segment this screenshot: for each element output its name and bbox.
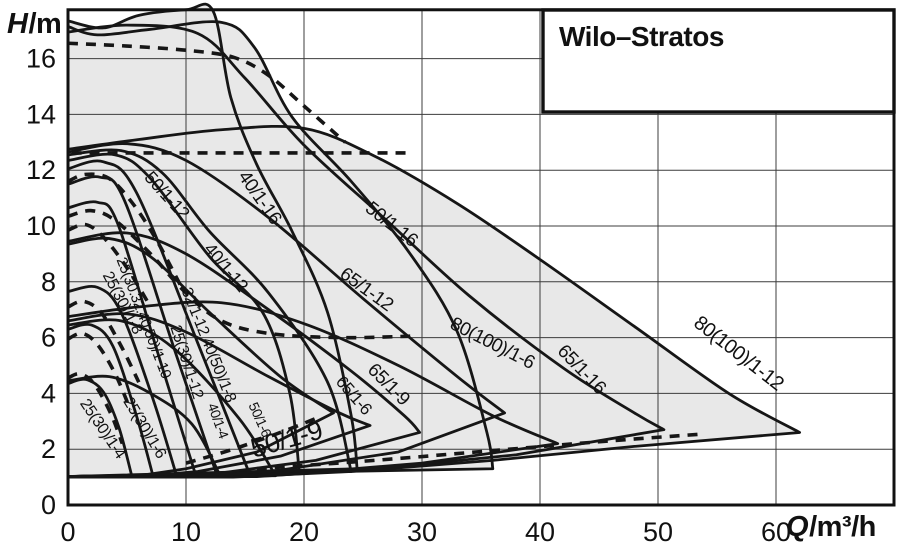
envelope-curve-50/1-16 (66, 20, 495, 478)
y-tick-label: 6 (41, 323, 56, 353)
envelope-curve-65/1-16 (66, 23, 666, 479)
envelope-curve-25(30)/1-6 (66, 322, 155, 478)
dashed-curve-9 (256, 432, 706, 471)
y-tick-label: 2 (41, 434, 56, 464)
envelope-curve-40/1-16 (66, 2, 359, 478)
envelope-curve-25(30)/1-12 (66, 175, 219, 478)
x-tick-label: 10 (171, 517, 201, 547)
dashed-curve-7 (67, 371, 124, 445)
x-axis-label: Q/m³/h (786, 511, 876, 544)
envelope-fill-80(100)/1-12 (68, 126, 800, 478)
envelope-curve-25(30.32.40.50)/1-10 (66, 200, 197, 478)
x-axis-symbol: Q (786, 511, 809, 543)
x-tick-label: 50 (643, 517, 673, 547)
y-tick-label: 16 (26, 44, 56, 74)
y-tick-label: 0 (41, 490, 56, 520)
dashed-curve-0 (67, 41, 347, 144)
envelope-curve-80(100)/1-6 (66, 300, 560, 479)
x-tick-label: 40 (525, 517, 555, 547)
x-tick-label: 0 (60, 517, 75, 547)
plot-frame (66, 8, 896, 507)
x-tick-label: 20 (289, 517, 319, 547)
x-tick-label: 60 (761, 517, 791, 547)
chart-title: Wilo–Stratos (559, 21, 724, 52)
x-tick-label: 30 (407, 517, 437, 547)
y-tick-label: 10 (26, 211, 56, 241)
x-axis-unit: /m³/h (809, 511, 876, 543)
envelope-curve-65/1-12 (66, 142, 506, 479)
dashed-curve-3 (67, 208, 411, 340)
y-axis-label: H/m (7, 8, 62, 41)
envelope-curve-40/1-4 (66, 374, 222, 478)
dashed-curve-2 (67, 172, 182, 286)
y-axis-symbol: H (7, 8, 28, 40)
envelope-curve-80(100)/1-12 (66, 124, 801, 479)
y-tick-label: 8 (41, 267, 56, 297)
dashed-curve-8 (185, 416, 317, 465)
y-tick-label: 12 (26, 155, 56, 185)
envelope-curve-40/1-12 (66, 152, 301, 478)
y-axis-unit: /m (28, 8, 62, 40)
envelope-curve-50/1-6 (66, 318, 278, 478)
title-box (541, 8, 896, 114)
y-tick-label: 14 (26, 99, 56, 129)
dashed-curve-5 (67, 299, 141, 384)
y-tick-label: 4 (41, 378, 56, 408)
envelope-curve-32/1-12 40(50)/1-8 (66, 159, 252, 478)
envelope-curve-50/1-12 (66, 148, 353, 478)
dashed-curve-6 (67, 331, 133, 411)
dashed-curve-4 (67, 222, 153, 308)
envelope-curve-65/1-6 (66, 312, 372, 478)
